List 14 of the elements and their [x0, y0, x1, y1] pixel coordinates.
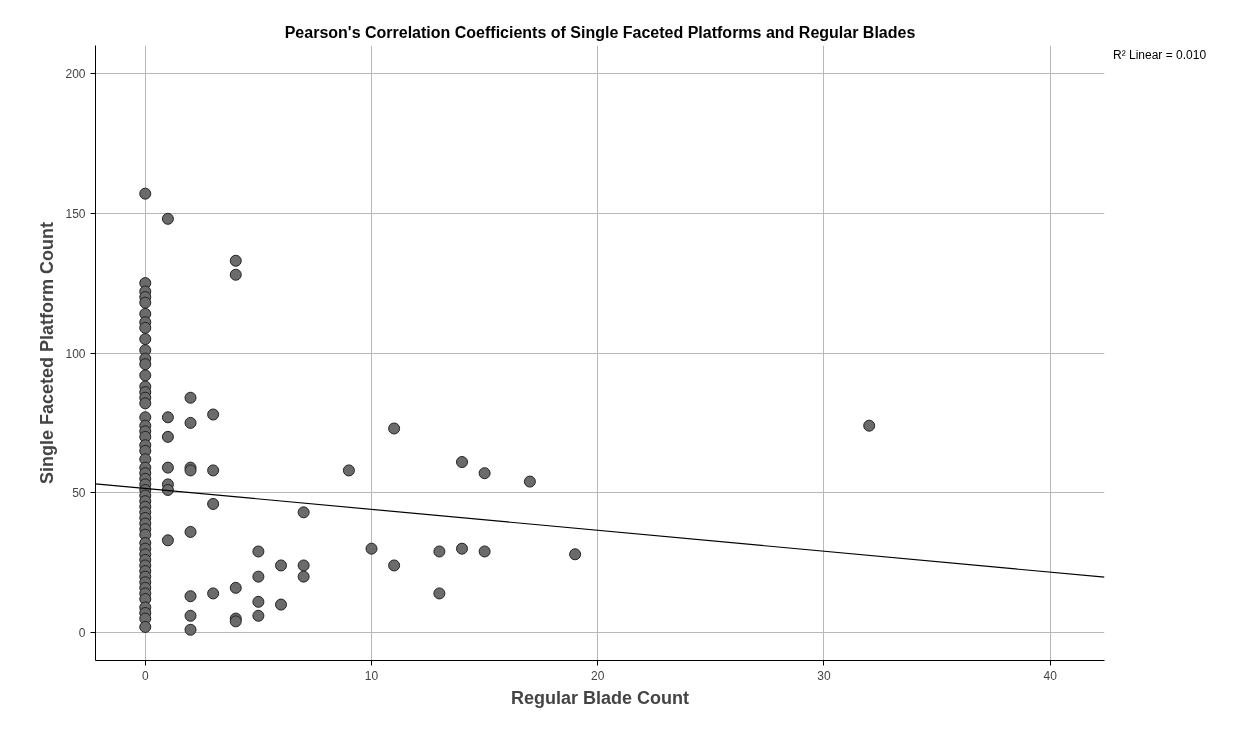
- y-tick-label: 200: [65, 66, 86, 81]
- x-tick-label: 30: [817, 668, 831, 683]
- y-tick-label: 100: [65, 346, 86, 361]
- y-tick-label: 150: [65, 206, 86, 221]
- y-axis-title: Single Faceted Platform Count: [37, 221, 58, 485]
- y-tick-label: 50: [72, 486, 86, 501]
- y-tick-label: 0: [78, 626, 86, 641]
- x-tick-label: 40: [1043, 668, 1058, 683]
- chart-title: Pearson's Correlation Coefficients of Single Faceted Platforms and Regular Blades: [284, 23, 916, 41]
- x-axis-title: Regular Blade Count: [510, 687, 690, 708]
- x-tick-label: 10: [364, 668, 379, 683]
- x-tick-label: 0: [141, 668, 149, 683]
- text: R² Linear = 0.010: [1113, 47, 1207, 64]
- x-tick-label: 20: [591, 668, 605, 683]
